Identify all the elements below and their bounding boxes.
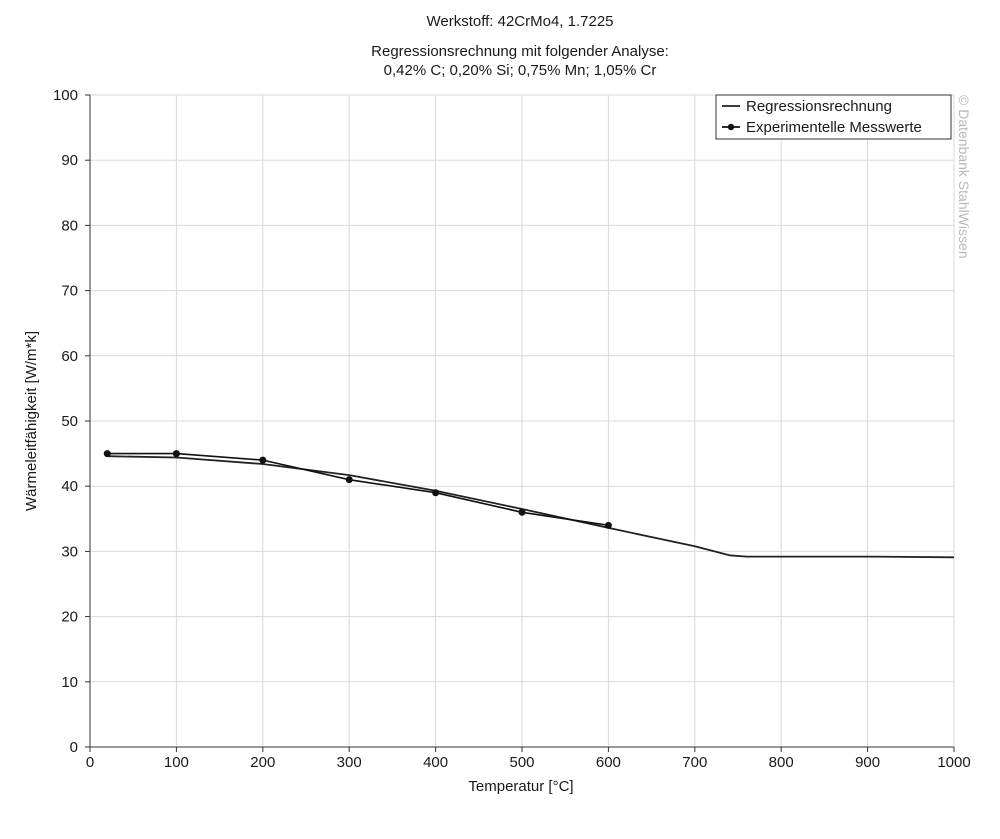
x-tick-label: 900 <box>855 754 880 771</box>
measurement-point <box>259 456 267 464</box>
measurement-point <box>518 508 526 516</box>
x-tick-label: 400 <box>423 754 448 771</box>
y-tick-label: 40 <box>61 478 78 495</box>
x-tick-label: 700 <box>682 754 707 771</box>
x-tick-label: 1000 <box>937 754 970 771</box>
measurement-point <box>345 476 353 484</box>
legend-swatch-marker <box>727 123 735 131</box>
x-tick-label: 800 <box>769 754 794 771</box>
chart-subtitle-line2: 0,42% C; 0,20% Si; 0,75% Mn; 1,05% Cr <box>383 62 657 79</box>
y-tick-label: 100 <box>53 87 78 104</box>
y-tick-label: 30 <box>61 543 78 560</box>
y-tick-label: 50 <box>61 413 78 430</box>
x-tick-label: 500 <box>509 754 534 771</box>
measurement-point <box>103 450 111 458</box>
axes <box>85 94 955 752</box>
y-tick-label: 0 <box>70 739 78 756</box>
x-tick-label: 600 <box>596 754 621 771</box>
grid-lines <box>90 94 955 747</box>
chart-subtitle-line1: Regressionsrechnung mit folgender Analys… <box>371 43 669 60</box>
x-tick-label: 200 <box>250 754 275 771</box>
x-tick-label: 0 <box>86 754 94 771</box>
chart-title: Werkstoff: 42CrMo4, 1.7225 <box>426 13 614 30</box>
y-tick-label: 80 <box>61 217 78 234</box>
y-tick-label: 20 <box>61 609 78 626</box>
x-tick-label: 300 <box>337 754 362 771</box>
x-axis-label: Temperatur [°C] <box>468 778 573 795</box>
y-tick-label: 10 <box>61 674 78 691</box>
measurement-line <box>107 452 609 527</box>
legend-box <box>715 94 952 140</box>
regression-line <box>107 455 955 559</box>
measurement-point <box>604 521 612 529</box>
y-tick-label: 90 <box>61 152 78 169</box>
tick-labels: 0 100 200 300 400 500 600 700 800 900 1000 0 10 20 30 4… <box>53 87 971 771</box>
legend: Regressionsrechnung Experimentelle Messwe… <box>715 94 952 140</box>
legend-label: Regressionsrechnung <box>746 98 892 115</box>
y-tick-label: 60 <box>61 348 78 365</box>
measurement-point <box>172 450 180 458</box>
data-series <box>103 450 955 559</box>
legend-label: Experimentelle Messwerte <box>746 119 922 136</box>
watermark-text: © Datenbank StahlWissen <box>956 95 972 259</box>
x-tick-label: 100 <box>164 754 189 771</box>
y-tick-label: 70 <box>61 283 78 300</box>
y-axis-label: Wärmeleitfähigkeit [W/m*k] <box>23 331 40 511</box>
measurement-point <box>432 489 440 497</box>
